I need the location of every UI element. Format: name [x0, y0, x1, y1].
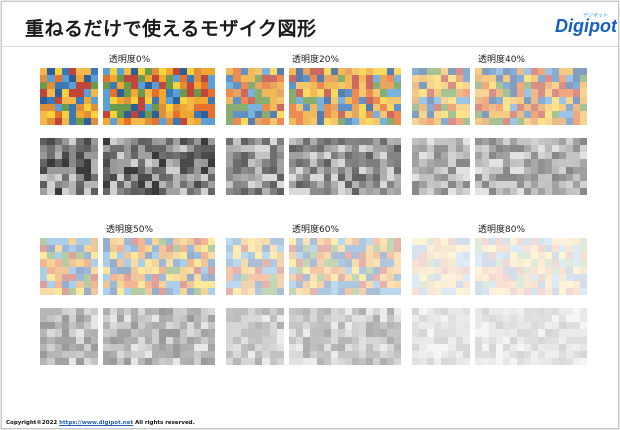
- gray-mosaic-large: [103, 138, 215, 195]
- color-mosaic-small: [412, 68, 470, 125]
- opacity-label: 透明度20%: [291, 55, 340, 65]
- color-mosaic-large: [289, 68, 401, 125]
- gray-mosaic-large: [103, 308, 215, 365]
- gray-mosaic-small: [226, 308, 284, 365]
- gray-mosaic-large: [289, 138, 401, 195]
- gray-mosaic-small: [40, 138, 98, 195]
- gray-mosaic-large: [475, 308, 587, 365]
- gray-mosaic-small: [226, 138, 284, 195]
- color-mosaic-small: [226, 238, 284, 295]
- svg-text:デジポット: デジポット: [583, 12, 608, 19]
- color-mosaic-small: [226, 68, 284, 125]
- opacity-label: 透明度80%: [477, 225, 526, 235]
- gray-mosaic-small: [40, 308, 98, 365]
- gray-mosaic-small: [412, 308, 470, 365]
- color-mosaic-large: [103, 238, 215, 295]
- opacity-label: 透明度40%: [477, 55, 526, 65]
- color-mosaic-large: [103, 68, 215, 125]
- copyright-text: Copyright©2022: [6, 420, 60, 426]
- opacity-label: 透明度60%: [291, 225, 340, 235]
- color-mosaic-large: [475, 68, 587, 125]
- color-mosaic-small: [412, 238, 470, 295]
- page-title: 重ねるだけで使えるモザイク図形: [25, 18, 317, 40]
- color-mosaic-large: [289, 238, 401, 295]
- color-mosaic-large: [475, 238, 587, 295]
- gray-mosaic-large: [289, 308, 401, 365]
- color-mosaic-small: [40, 68, 98, 125]
- svg-text:Digipot: Digipot: [555, 16, 617, 36]
- title-divider: [2, 46, 618, 47]
- opacity-label: 透明度50%: [105, 225, 154, 235]
- gray-mosaic-large: [475, 138, 587, 195]
- gray-mosaic-small: [412, 138, 470, 195]
- opacity-label: 透明度0%: [108, 55, 151, 65]
- color-mosaic-small: [40, 238, 98, 295]
- copyright-suffix: All rights reserved.: [133, 420, 195, 426]
- copyright-link[interactable]: https://www.digipot.net: [59, 420, 134, 426]
- copyright-footer: Copyright©2022 https://www.digipot.net A…: [6, 420, 195, 426]
- digipot-logo: Digipot デジポット: [555, 12, 617, 36]
